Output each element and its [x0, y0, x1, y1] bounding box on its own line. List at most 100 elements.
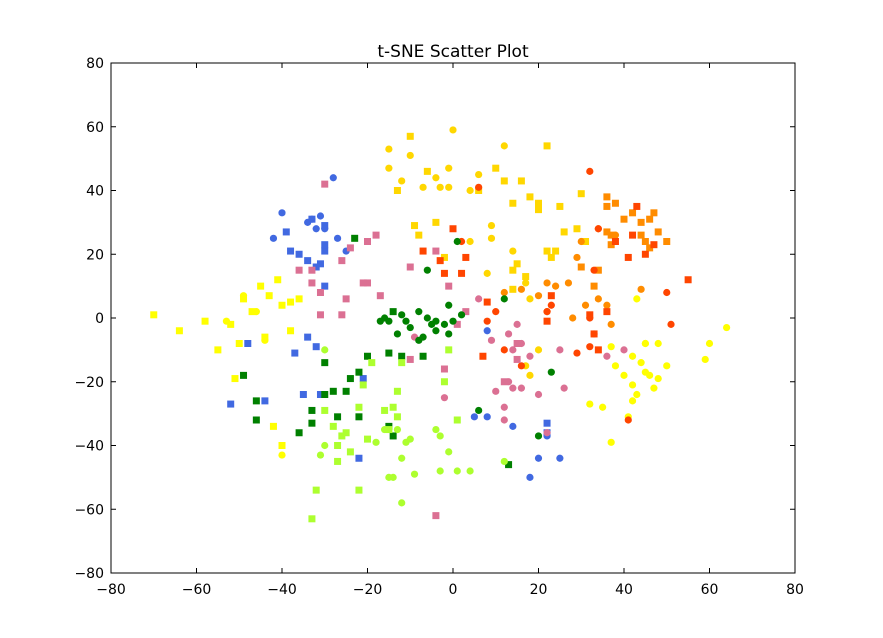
- data-point-circle: [637, 285, 645, 293]
- data-point-circle: [389, 473, 397, 481]
- data-point-circle: [667, 320, 675, 328]
- data-point-square: [629, 209, 637, 217]
- data-point-square: [406, 263, 414, 271]
- data-point-square: [295, 250, 303, 258]
- data-point-square: [654, 228, 662, 236]
- data-point-square: [415, 231, 423, 239]
- data-point-circle: [372, 438, 380, 446]
- data-point-square: [321, 391, 329, 398]
- data-point-circle: [701, 355, 709, 364]
- data-point-circle: [534, 432, 543, 440]
- data-point-square: [338, 257, 346, 265]
- y-tick-label: 20: [86, 247, 104, 263]
- data-point-square: [637, 231, 645, 239]
- data-point-circle: [453, 237, 461, 246]
- data-point-square: [316, 391, 324, 398]
- data-point-circle: [385, 145, 393, 153]
- data-point-square: [543, 247, 551, 255]
- data-point-square: [445, 346, 453, 354]
- x-tick-label: −40: [267, 582, 297, 598]
- data-point-circle: [308, 215, 316, 223]
- data-point-circle: [453, 467, 461, 475]
- scatter-marks: [150, 126, 731, 523]
- data-point-square: [385, 426, 393, 434]
- data-point-square: [372, 231, 380, 239]
- data-point-circle: [534, 292, 543, 300]
- data-point-square: [629, 231, 637, 239]
- data-point-circle: [445, 448, 453, 456]
- data-point-square: [227, 320, 235, 328]
- data-point-circle: [398, 499, 406, 507]
- data-point-square: [278, 301, 286, 309]
- data-point-circle: [611, 362, 620, 370]
- data-point-square: [393, 413, 401, 421]
- data-point-circle: [603, 301, 611, 309]
- data-point-circle: [500, 416, 508, 424]
- data-point-circle: [637, 359, 645, 367]
- data-point-circle: [654, 374, 662, 383]
- data-point-square: [240, 371, 248, 379]
- data-point-circle: [611, 231, 620, 239]
- data-point-circle: [534, 346, 543, 354]
- data-point-square: [535, 206, 542, 214]
- data-point-circle: [509, 346, 517, 354]
- data-point-square: [513, 260, 521, 268]
- data-point-square: [346, 244, 354, 252]
- data-point-circle: [475, 295, 483, 303]
- data-point-square: [291, 349, 299, 357]
- data-point-square: [505, 461, 513, 469]
- data-point-circle: [398, 454, 406, 462]
- data-point-circle: [312, 225, 320, 233]
- data-point-square: [334, 457, 342, 465]
- data-point-square: [312, 343, 320, 351]
- data-point-square: [316, 289, 324, 296]
- data-point-circle: [522, 279, 530, 287]
- data-point-circle: [646, 371, 654, 379]
- data-point-square: [231, 375, 239, 383]
- data-point-circle: [581, 301, 590, 309]
- y-tick-label: −60: [74, 502, 104, 518]
- data-point-circle: [252, 308, 260, 316]
- data-point-square: [308, 279, 316, 287]
- data-point-square: [308, 406, 316, 414]
- data-point-square: [453, 320, 461, 328]
- y-tick-label: 80: [86, 56, 104, 72]
- data-point-square: [338, 432, 346, 440]
- data-point-circle: [663, 288, 671, 297]
- data-point-circle: [526, 295, 534, 303]
- data-point-circle: [402, 317, 410, 325]
- data-point-circle: [552, 282, 560, 290]
- data-point-circle: [321, 346, 329, 354]
- data-point-circle: [564, 279, 573, 287]
- data-point-square: [334, 413, 342, 421]
- data-point-square: [547, 292, 555, 300]
- data-point-circle: [509, 247, 517, 255]
- data-point-square: [449, 225, 457, 233]
- data-point-circle: [560, 384, 568, 392]
- x-tick-label: 80: [786, 582, 804, 598]
- axis-ticks: −80 −60 −40 −20 0 20 40 60 80 −80 −60 −40 −20 0 20 40 60…: [74, 56, 803, 598]
- data-point-square: [329, 387, 337, 395]
- data-point-square: [509, 285, 517, 293]
- data-point-circle: [607, 320, 615, 328]
- data-point-square: [590, 282, 598, 290]
- data-point-square: [573, 225, 581, 233]
- data-point-square: [342, 429, 350, 437]
- data-point-square: [646, 215, 654, 223]
- data-point-circle: [492, 387, 500, 395]
- data-point-square: [611, 238, 619, 245]
- data-point-circle: [470, 413, 478, 421]
- data-point-circle: [432, 425, 440, 434]
- data-point-square: [287, 247, 295, 255]
- data-point-square: [547, 253, 555, 261]
- data-point-circle: [239, 292, 248, 300]
- data-point-square: [201, 317, 209, 325]
- data-point-circle: [406, 323, 414, 332]
- data-point-circle: [526, 371, 534, 379]
- data-point-square: [351, 234, 359, 242]
- data-point-circle: [415, 336, 423, 344]
- data-point-square: [582, 238, 590, 245]
- data-point-square: [265, 292, 273, 300]
- data-point-square: [594, 346, 602, 354]
- data-point-circle: [586, 167, 594, 175]
